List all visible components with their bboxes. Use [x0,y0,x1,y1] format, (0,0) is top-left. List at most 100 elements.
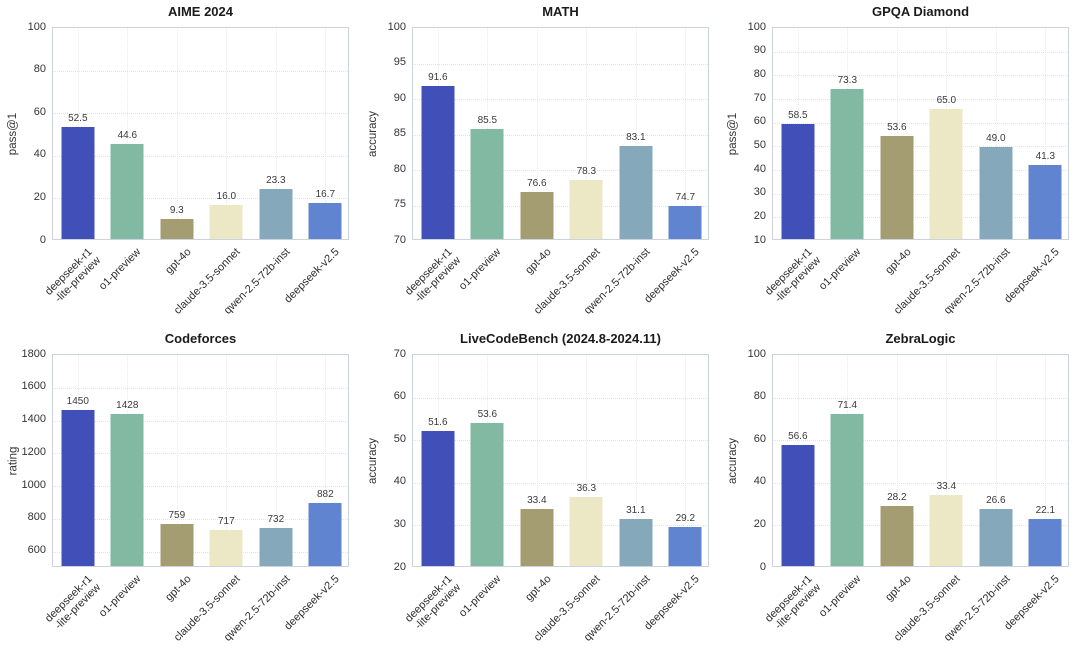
v-gridline [586,28,588,239]
y-tick-label: 100 [747,20,766,33]
y-tick-label: 80 [753,67,766,80]
bar [569,496,603,566]
x-tick-label: o1-preview [817,573,864,620]
y-tick-label: 60 [753,115,766,128]
bar [209,530,243,566]
bar [259,189,293,239]
bar-value-label: 23.3 [266,175,286,187]
x-tick-label: gpt-4o [522,573,554,604]
v-gridline [1045,355,1047,566]
h-gridline [773,75,1068,77]
x-tick-label: gpt-4o [882,246,914,277]
bar-value-label: 58.5 [788,110,808,122]
y-axis-label: accuracy [362,354,384,567]
v-gridline [635,28,637,239]
bar [619,146,653,239]
y-axis-label: pass@1 [2,27,24,240]
y-tick-label: 40 [753,162,766,175]
bar [1028,518,1062,566]
y-tick-label: 800 [27,511,46,524]
bar-value-label: 36.3 [576,482,597,494]
y-tick-label: 40 [393,475,406,488]
bar [830,413,864,566]
v-gridline [176,355,178,566]
h-gridline [413,440,708,442]
bar [110,144,144,239]
y-tick-label: 75 [393,198,406,210]
bar [110,414,144,566]
x-tick-label: gpt-4o [882,573,914,604]
y-tick-label: 0 [39,233,46,246]
bar [470,422,504,566]
y-tick-label: 10 [753,233,766,246]
bar [929,108,963,239]
chart-title: GPQA Diamond [871,4,970,19]
h-gridline [53,387,348,389]
bar-value-label: 16.7 [315,189,336,201]
plot-area: 51.6 53.6 33.4 36.3 31.1 29.2 [412,354,709,567]
h-gridline [413,525,708,527]
v-gridline [1045,28,1047,239]
bar-value-label: 52.5 [68,113,88,125]
y-tick-label: 60 [753,432,766,445]
h-gridline [773,482,1068,484]
bar [308,203,342,239]
chart-cell: GPQA Diamond pass@1 58.5 73.3 53.6 65.0 49.0 41… [720,0,1080,327]
bar-value-label: 33.4 [936,480,957,492]
h-gridline [773,397,1068,399]
h-gridline [773,122,1068,124]
v-gridline [176,28,178,239]
bar [209,204,243,239]
v-gridline [226,28,228,239]
bar-value-label: 28.2 [887,491,907,503]
h-gridline [53,70,348,72]
x-tick-label: deepseek-r1 -lite-preview [402,573,463,633]
plot-area: 52.5 44.6 9.3 16.0 23.3 16.7 [52,27,349,240]
y-axis-label: accuracy [722,354,744,567]
y-tick-label: 20 [753,517,766,530]
v-gridline [586,355,588,566]
h-gridline [773,525,1068,527]
h-gridline [53,420,348,422]
h-gridline [53,155,348,157]
y-tick-label: 30 [393,517,406,530]
y-tick-label: 40 [33,148,46,161]
h-gridline [413,99,708,100]
x-tick-label: o1-preview [457,573,504,620]
bar [520,508,554,566]
h-gridline [413,170,708,171]
v-gridline [635,355,637,566]
x-tick-label: o1-preview [97,573,144,620]
y-tick-label: 20 [393,560,406,573]
h-gridline [773,217,1068,219]
plot-area: 1450 1428 759 717 732 882 [52,354,349,567]
h-gridline [53,113,348,115]
bar [929,494,963,566]
bar-value-label: 76.6 [527,178,547,190]
v-gridline [995,28,997,239]
y-tick-label: 20 [33,190,46,203]
bar-value-label: 31.1 [626,504,646,516]
x-tick-label: deepseek-r1 -lite-preview [42,573,103,633]
x-tick-label: gpt-4o [162,246,194,277]
h-gridline [413,397,708,399]
y-tick-label: 1400 [21,413,46,425]
chart-cell: MATH accuracy 91.6 85.5 76.6 78.3 83.1 74.7 70 75… [360,0,720,327]
chart-cell: LiveCodeBench (2024.8-2024.11) accuracy 51… [360,327,720,654]
chart-cell: ZebraLogic accuracy 56.6 71.4 28.2 33.4 26.6 22… [720,327,1080,654]
y-tick-label: 50 [753,138,766,151]
y-tick-label: 80 [33,63,46,76]
h-gridline [413,482,708,484]
plot-area: 58.5 73.3 53.6 65.0 49.0 41.3 [772,27,1069,240]
bar [880,135,914,239]
bar [470,128,504,239]
y-tick-label: 20 [753,209,766,222]
chart-title: ZebraLogic [885,331,956,346]
y-tick-label: 80 [753,390,766,403]
y-tick-label: 80 [393,162,406,175]
bar-value-label: 74.7 [675,191,696,203]
bar [979,146,1013,239]
bar [830,89,864,239]
chart-title: AIME 2024 [167,4,234,19]
bar-value-label: 1450 [66,396,89,408]
